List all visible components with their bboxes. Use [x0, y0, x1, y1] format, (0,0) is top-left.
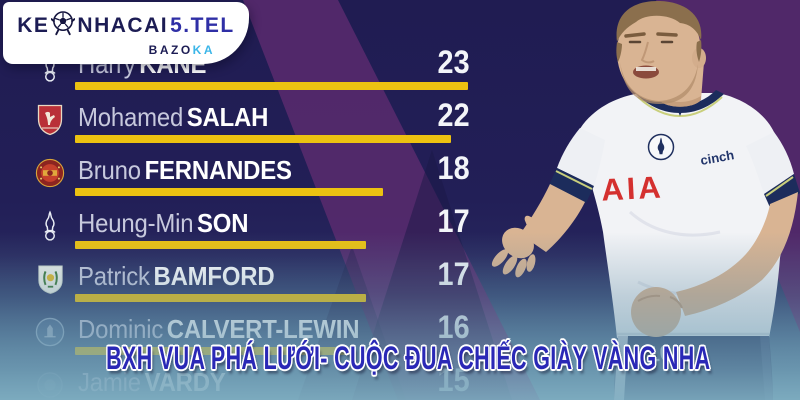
goals-count: 18 — [437, 150, 470, 186]
player-name: Dominic CALVERT-LEWIN — [78, 314, 359, 344]
tagline-prefix: BAZO — [148, 43, 193, 57]
open-hand — [491, 215, 540, 278]
player-photo: AIA cinch 10 — [491, 0, 800, 400]
goals-bar — [75, 188, 383, 196]
player-first-name: Patrick — [78, 261, 150, 291]
player-first-name: Dominic — [78, 314, 164, 344]
brand-tagline: BAZOKA — [149, 44, 215, 56]
tagline-suffix: KA — [192, 43, 215, 57]
player-last-name: CALVERT-LEWIN — [166, 314, 360, 344]
liverpool-crest-icon — [30, 100, 70, 140]
man-united-crest-icon — [30, 153, 70, 193]
player-first-name: Bruno — [78, 155, 141, 185]
table-row: Heung-Min SON 17 — [0, 204, 480, 252]
goals-count: 23 — [437, 44, 470, 80]
tottenham-crest-icon — [647, 133, 675, 161]
goals-bar — [75, 241, 366, 249]
brand-suffix: NHACAI — [77, 14, 169, 37]
goals-count: 22 — [437, 97, 470, 133]
leeds-crest-icon — [30, 259, 70, 299]
table-row: Patrick BAMFORD 17 — [0, 257, 480, 305]
shirt-sponsor-text: AIA — [600, 169, 664, 207]
table-row: Bruno FERNANDES 18 — [0, 151, 480, 199]
brand-wordmark: KE NHACAI 5.TEL — [17, 10, 235, 41]
player-last-name: FERNANDES — [144, 155, 292, 185]
goals-count: 17 — [437, 256, 470, 292]
player-name: Patrick BAMFORD — [78, 261, 275, 291]
player-name: Heung-Min SON — [78, 208, 248, 238]
player-name: Mohamed SALAH — [78, 102, 268, 132]
goals-bar — [75, 294, 366, 302]
goals-count: 17 — [437, 203, 470, 239]
player-name: Bruno FERNANDES — [78, 155, 292, 185]
player-first-name: Heung-Min — [78, 208, 194, 238]
goals-bar — [75, 82, 468, 90]
brand-tld: 5.TEL — [170, 14, 235, 37]
brand-logo: KE NHACAI 5.TEL BAZOKA — [3, 2, 249, 64]
player-last-name: SON — [197, 208, 249, 238]
banner: BXH VUA PHÁ LƯỚI- CUỘC ĐUA CHIẾC GIÀY VÀ… — [0, 341, 800, 377]
goals-count: 16 — [437, 309, 470, 345]
player-first-name: Mohamed — [78, 102, 184, 132]
tottenham-crest-icon — [30, 206, 70, 246]
brand-prefix: KE — [17, 14, 50, 37]
banner-title: BXH VUA PHÁ LƯỚI- CUỘC ĐUA CHIẾC GIÀY VÀ… — [106, 341, 711, 377]
player-last-name: BAMFORD — [153, 261, 275, 291]
goals-bar — [75, 135, 451, 143]
soccer-ball-mascot-icon — [50, 10, 76, 41]
fist — [631, 287, 681, 337]
table-row: Mohamed SALAH 22 — [0, 98, 480, 146]
player-last-name: SALAH — [186, 102, 269, 132]
